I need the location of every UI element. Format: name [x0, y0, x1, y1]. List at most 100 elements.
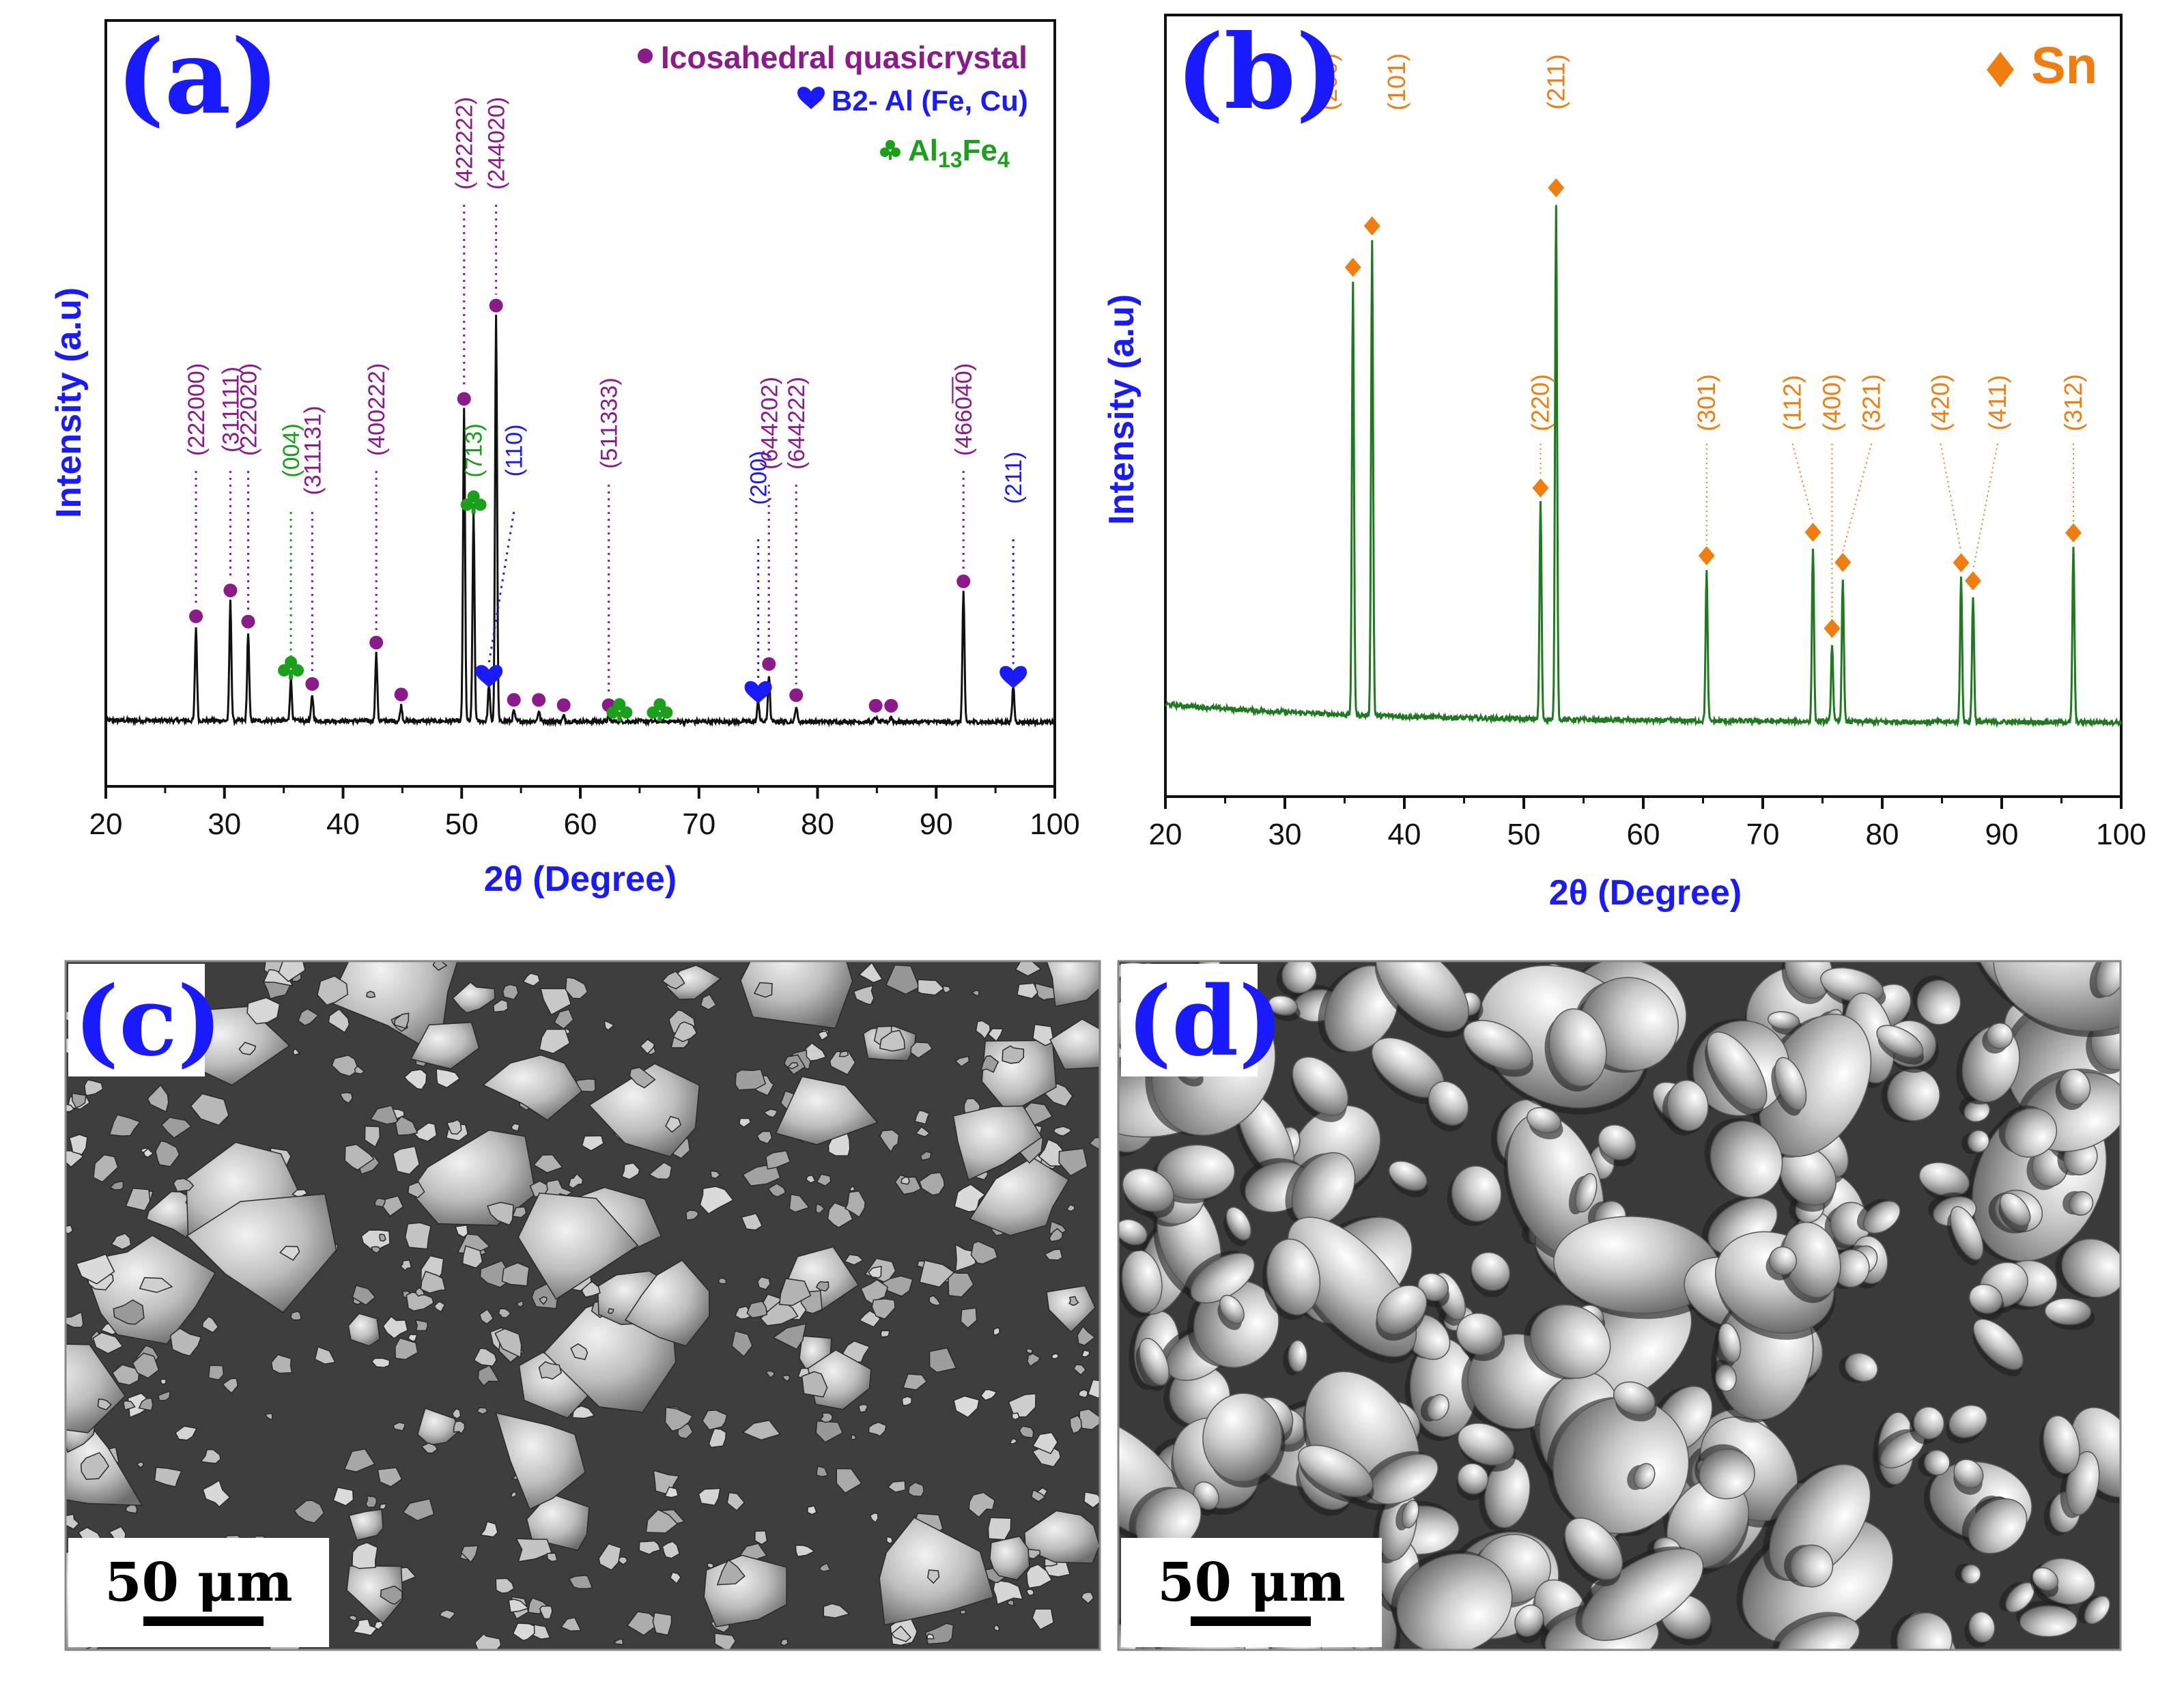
- powder-particle: [1053, 1126, 1073, 1137]
- powder-particle: [348, 1313, 381, 1347]
- powder-particle: [731, 1330, 753, 1358]
- powder-particle: [539, 1296, 548, 1305]
- powder-particle: [662, 1541, 681, 1559]
- powder-particle: [494, 1328, 522, 1358]
- powder-particle: [753, 982, 773, 998]
- powder-particle: [476, 1407, 488, 1415]
- x-tick-label: 30: [1268, 818, 1302, 851]
- powder-particle: [1961, 1564, 1981, 1584]
- powder-particle: [815, 1203, 825, 1214]
- x-tick-label: 40: [326, 808, 360, 841]
- powder-particle: [160, 1117, 193, 1139]
- powder-particle: [917, 979, 945, 996]
- powder-particle: [1008, 1438, 1018, 1445]
- powder-particle: [201, 1315, 219, 1334]
- powder-particle: [1667, 1079, 1709, 1132]
- powder-particle: [621, 1162, 640, 1180]
- powder-particle: [328, 1008, 350, 1033]
- peak-index-label: (644222): [784, 377, 810, 470]
- powder-particle: [588, 1063, 700, 1158]
- powder-particle: [75, 1253, 115, 1285]
- peak-marker-circle: [884, 698, 898, 713]
- powder-particle: [1068, 1296, 1079, 1306]
- powder-particle: [1514, 1604, 1544, 1637]
- powder-particle: [199, 1448, 221, 1464]
- peak-marker-sn: [1965, 571, 1981, 590]
- powder-particle: [1046, 961, 1100, 1008]
- peak-marker-sn: [1344, 257, 1361, 277]
- powder-particle: [763, 1109, 778, 1118]
- peak-index-label: (2220̅2̅0): [236, 363, 262, 456]
- powder-particle: [1552, 1397, 1690, 1535]
- powder-particle: [487, 1201, 514, 1226]
- powder-particle: [501, 1262, 530, 1287]
- panel-label-d: (d): [1126, 966, 1284, 1078]
- powder-particle: [702, 1410, 728, 1431]
- powder-particle: [1790, 1544, 1834, 1588]
- powder-particle: [332, 1487, 354, 1507]
- powder-particle: [539, 1029, 571, 1055]
- powder-particle: [1032, 1431, 1058, 1455]
- peak-index-label: (311131): [300, 405, 326, 495]
- panel-d-sem-image: (d) 50 μm: [1117, 960, 2122, 1651]
- powder-particle: [511, 1491, 517, 1498]
- powder-particle: [138, 1397, 154, 1412]
- powder-particle: [1016, 982, 1038, 999]
- powder-particle: [845, 1190, 866, 1218]
- powder-particle: [920, 1151, 932, 1161]
- powder-particle: [739, 961, 853, 1029]
- peak-index-label: (420): [1927, 374, 1955, 431]
- powder-particle: [1046, 1285, 1096, 1333]
- powder-particle: [645, 1509, 679, 1534]
- powder-particle: [374, 1197, 386, 1208]
- legend-marker-b2: [797, 87, 825, 109]
- panel-a: 20 30 40 50 60 70 80 90 100 (222000) (311111)(222…: [49, 17, 1080, 899]
- powder-particle: [853, 984, 875, 1005]
- powder-particle: [869, 1512, 879, 1524]
- x-tick-label: 70: [1746, 818, 1780, 851]
- powder-particle: [1030, 1489, 1046, 1502]
- powder-particle: [740, 1212, 763, 1231]
- powder-particle: [147, 1084, 169, 1113]
- powder-particle: [871, 1298, 896, 1320]
- powder-particle: [511, 1123, 520, 1132]
- powder-particle: [993, 1624, 1000, 1632]
- powder-particle: [844, 1253, 864, 1266]
- powder-particle: [92, 1332, 124, 1354]
- peak-index-label: (411): [1983, 375, 2011, 430]
- powder-particle: [533, 1154, 563, 1173]
- powder-particle: [1699, 1448, 1755, 1500]
- powder-particle: [1268, 995, 1299, 1016]
- peak-marker-circle: [956, 574, 971, 588]
- powder-particle: [968, 1492, 995, 1518]
- powder-particle: [919, 1171, 946, 1196]
- powder-particle: [379, 1502, 387, 1510]
- powder-particle: [1026, 1563, 1053, 1589]
- powder-particle: [290, 1311, 302, 1321]
- peak-index-label: (511333): [597, 377, 623, 469]
- powder-particle: [155, 1140, 180, 1167]
- powder-particle: [432, 961, 448, 971]
- peak-index-label: (311111): [218, 367, 244, 453]
- powder-particle: [515, 1538, 552, 1562]
- peak-index-label: (211): [1001, 452, 1027, 504]
- powder-particle: [348, 1614, 358, 1622]
- powder-particle: [264, 1413, 273, 1421]
- powder-particle: [1768, 1246, 1797, 1275]
- powder-particle: [554, 1008, 574, 1030]
- powder-particle: [1081, 1350, 1090, 1358]
- powder-particle: [1088, 1137, 1100, 1151]
- powder-particle: [352, 1618, 378, 1636]
- peak-index-label: (244020): [484, 97, 510, 190]
- powder-particle: [462, 1245, 483, 1269]
- powder-particle: [1968, 1498, 2028, 1554]
- powder-particle: [2061, 1238, 2121, 1298]
- powder-particle: [66, 1104, 75, 1113]
- powder-particle: [850, 1434, 857, 1440]
- peak-index-label: (312): [2059, 374, 2087, 431]
- peak-marker-circle: [789, 688, 804, 702]
- powder-particle: [1778, 1615, 1860, 1650]
- x-tick-label: 80: [1866, 818, 1899, 851]
- powder-particle: [538, 1361, 563, 1380]
- powder-particle: [700, 993, 717, 1011]
